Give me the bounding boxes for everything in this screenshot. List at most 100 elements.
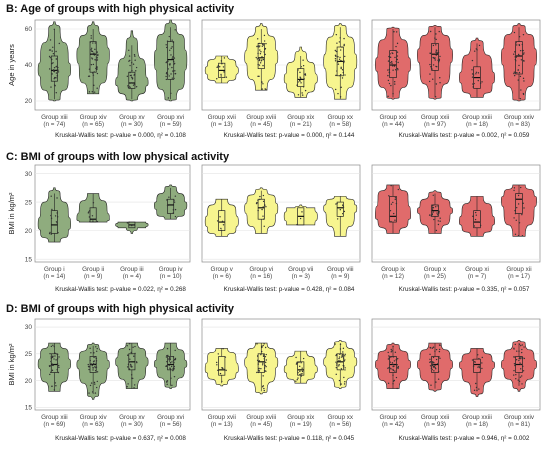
data-point [344, 353, 346, 356]
data-point [434, 364, 436, 367]
data-point [97, 53, 99, 56]
data-point [217, 353, 219, 355]
data-point [88, 392, 90, 394]
data-point [262, 200, 265, 203]
data-point [93, 52, 95, 54]
data-point [474, 211, 477, 214]
data-point [129, 74, 132, 77]
data-point [295, 363, 298, 365]
data-point [478, 221, 481, 224]
group-n-label: (n = 42) [382, 421, 404, 428]
y-axis-label: BMI in kg/m² [7, 192, 16, 235]
data-point [388, 68, 391, 71]
data-point [521, 344, 523, 346]
data-point [342, 204, 344, 206]
data-point [396, 387, 398, 390]
data-point [520, 89, 522, 91]
data-point [168, 35, 170, 38]
y-tick-label: 60 [25, 26, 33, 33]
data-point [336, 42, 338, 44]
data-point [90, 35, 92, 37]
data-point [172, 41, 175, 44]
data-point [265, 42, 267, 45]
box [128, 71, 136, 89]
data-point [263, 34, 266, 37]
data-point [299, 370, 301, 373]
data-point [522, 365, 524, 368]
data-point [56, 216, 59, 218]
data-point [169, 362, 172, 364]
data-point [515, 219, 517, 221]
data-point [261, 45, 264, 47]
data-point [220, 229, 223, 232]
data-point [395, 202, 398, 205]
data-point [517, 79, 519, 81]
data-point [88, 210, 91, 212]
group-label: Group xx [327, 114, 353, 121]
data-point [517, 69, 519, 71]
data-point [169, 368, 172, 370]
data-point [396, 55, 399, 57]
group-label: Group xi [465, 266, 489, 273]
data-point [87, 75, 90, 77]
group-n-label: (n = 56) [160, 421, 182, 428]
data-point [473, 50, 476, 52]
data-point [522, 370, 525, 372]
data-point [432, 194, 434, 196]
data-point [257, 369, 260, 372]
data-point [128, 49, 130, 51]
data-point [166, 381, 168, 383]
data-point [170, 73, 172, 75]
data-point [49, 373, 51, 376]
data-point [95, 346, 97, 348]
data-point [431, 347, 434, 349]
group-label: Group xii [506, 266, 531, 273]
data-point [342, 347, 345, 350]
data-point [431, 368, 433, 371]
group-label: Group xvii [208, 114, 236, 121]
data-point [130, 82, 133, 84]
group-n-label: (n = 7) [468, 273, 486, 280]
data-point [519, 356, 521, 358]
data-point [437, 223, 440, 226]
data-point [258, 57, 260, 59]
data-point [263, 360, 266, 362]
data-point [219, 372, 222, 375]
data-point [134, 345, 136, 348]
data-point [392, 345, 394, 348]
data-point [171, 46, 173, 48]
data-point [174, 215, 177, 218]
data-point [388, 72, 391, 74]
data-point [260, 367, 262, 370]
violin-shape [417, 25, 453, 100]
data-point [166, 383, 168, 386]
data-point [518, 358, 520, 360]
data-point [92, 74, 95, 76]
data-point [89, 347, 91, 350]
data-point [343, 43, 345, 46]
data-point [257, 209, 259, 212]
data-point [514, 343, 516, 346]
data-point [430, 384, 432, 386]
data-point [471, 76, 474, 78]
data-point [168, 358, 170, 361]
data-point [341, 69, 344, 71]
y-tick-label: 25 [25, 199, 33, 206]
data-point [170, 54, 172, 56]
data-point [437, 205, 439, 207]
data-point [428, 80, 431, 83]
data-point [53, 28, 56, 31]
data-point [336, 364, 338, 366]
group-n-label: (n = 10) [160, 273, 182, 280]
data-point [129, 86, 131, 89]
panel-0: 15 20 25 30 Group i(n = 14) Group ii(n = 9) Gr… [25, 164, 191, 293]
data-point [334, 49, 337, 52]
data-point [129, 363, 132, 366]
violin-shape [37, 21, 71, 102]
data-point [132, 224, 134, 226]
data-point [301, 367, 303, 369]
violin-shape [501, 23, 537, 102]
data-point [167, 97, 170, 99]
data-point [130, 62, 133, 64]
data-point [438, 59, 441, 62]
